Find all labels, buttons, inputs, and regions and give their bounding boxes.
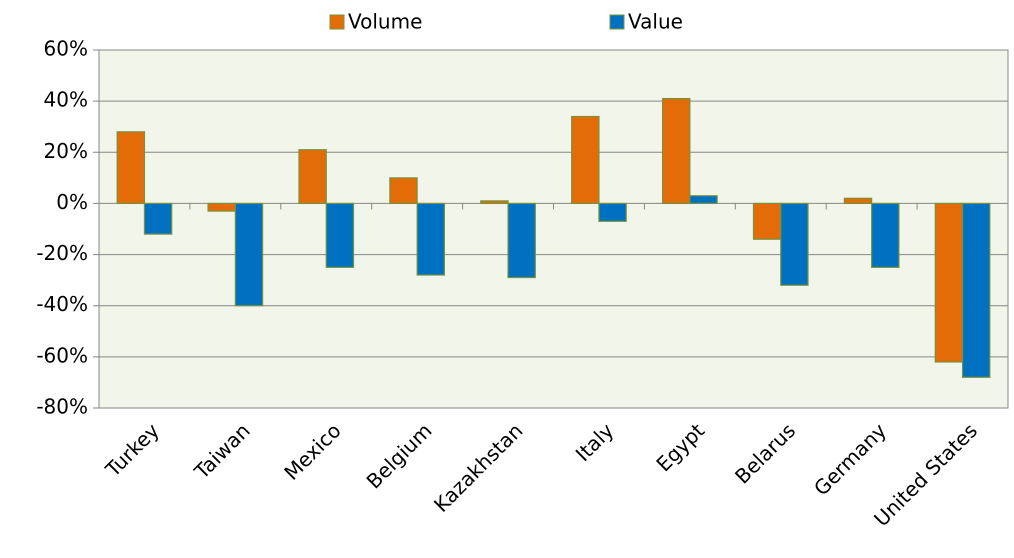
bar — [416, 202, 446, 276]
y-tick-label: -40% — [36, 292, 88, 316]
x-tick-label: Mexico — [279, 418, 345, 484]
bar — [480, 200, 509, 205]
x-tick-label: Italy — [571, 418, 619, 466]
y-tick-label: 60% — [44, 37, 88, 61]
bar — [934, 202, 964, 363]
x-tick-label: Belgium — [362, 418, 437, 493]
bar — [389, 177, 418, 205]
x-tick-label: Kazakhstan — [429, 418, 527, 516]
y-tick-label: -80% — [36, 395, 88, 419]
bar — [598, 202, 627, 222]
bar — [871, 202, 900, 268]
x-tick-label: Egypt — [651, 418, 709, 476]
y-tick-label: 0% — [56, 190, 88, 214]
bar — [843, 197, 873, 205]
y-tick-label: -20% — [36, 241, 88, 265]
y-tick-label: 40% — [44, 88, 88, 112]
bar — [661, 97, 691, 205]
bar — [325, 202, 355, 268]
legend-label: Volume — [348, 10, 422, 34]
bar — [780, 202, 809, 286]
legend-swatch — [329, 14, 345, 30]
x-tick-label: Belarus — [730, 418, 800, 488]
bar — [116, 131, 146, 205]
bar — [689, 195, 718, 205]
x-tick-label: Taiwan — [189, 418, 255, 484]
bar — [961, 202, 991, 378]
legend-label: Value — [628, 10, 683, 34]
bar — [571, 115, 600, 205]
bar — [234, 202, 264, 307]
bar — [143, 202, 173, 235]
x-tick-label: Germany — [809, 418, 891, 500]
legend-swatch — [609, 14, 625, 30]
bar — [298, 149, 327, 205]
bar — [507, 202, 536, 279]
x-tick-label: Turkey — [100, 418, 164, 482]
bar — [207, 202, 236, 212]
y-tick-label: 20% — [44, 139, 88, 163]
bar — [752, 202, 782, 240]
y-tick-label: -60% — [36, 343, 88, 367]
